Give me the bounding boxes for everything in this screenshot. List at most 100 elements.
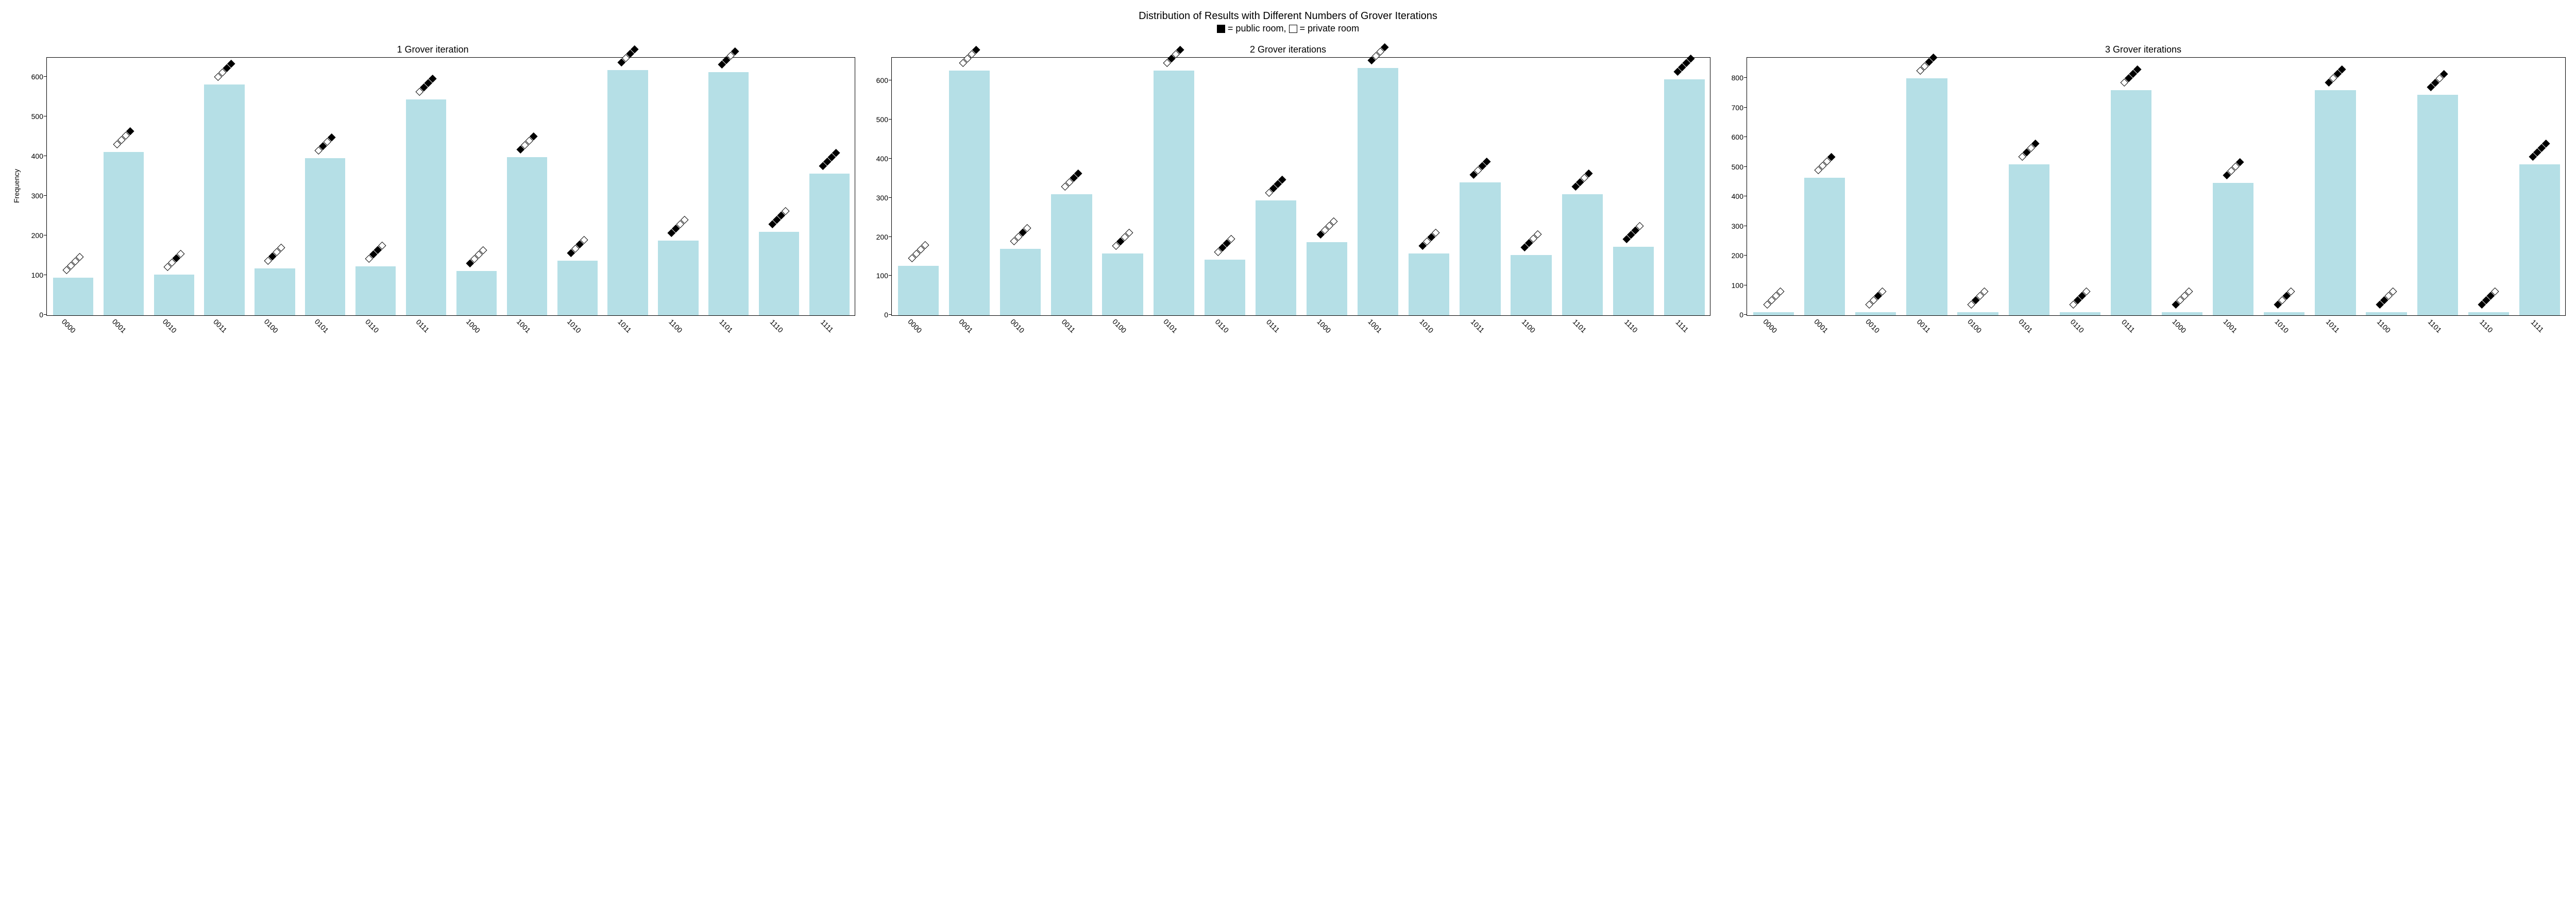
- y-tick-label: 0: [884, 311, 888, 319]
- panel-title: 2 Grover iterations: [866, 44, 1710, 55]
- bar: [1102, 253, 1143, 315]
- bar-marker: [2121, 65, 2142, 87]
- bar-slot: [2259, 58, 2310, 315]
- bars-group: [1747, 58, 2565, 315]
- bar: [154, 275, 194, 315]
- bar: [456, 271, 497, 315]
- y-tick-label: 600: [876, 76, 888, 84]
- bar: [2009, 164, 2049, 315]
- bar-slot: [944, 58, 995, 315]
- legend-public-text: = public room,: [1228, 23, 1286, 33]
- bar-slot: [1901, 58, 1952, 315]
- bar-slot: [893, 58, 944, 315]
- bar-slot: [1046, 58, 1097, 315]
- bar: [406, 99, 446, 315]
- bar-slot: [1799, 58, 1850, 315]
- bar-slot: [653, 58, 704, 315]
- bar-slot: [2514, 58, 2565, 315]
- bar: [949, 71, 990, 315]
- bar: [708, 72, 749, 315]
- bar-slot: [754, 58, 804, 315]
- bar-marker: [214, 60, 235, 81]
- y-tick-label: 600: [1732, 133, 1743, 141]
- bar-marker: [2529, 140, 2550, 161]
- bar-slot: [48, 58, 98, 315]
- plot-area: [1747, 57, 2566, 316]
- bar: [1307, 242, 1347, 315]
- y-axis: 0100200300400500600: [21, 57, 46, 315]
- bar-marker: [1521, 230, 1542, 251]
- bar: [1460, 182, 1500, 315]
- bar-marker: [1763, 287, 1784, 309]
- bar-marker: [769, 207, 790, 228]
- bars-group: [892, 58, 1710, 315]
- x-axis: 0000000100100011010001010110011110001001…: [10, 315, 855, 338]
- bar-marker: [1265, 176, 1286, 197]
- bar: [2417, 95, 2458, 315]
- bar-slot: [1250, 58, 1301, 315]
- bar-slot: [995, 58, 1046, 315]
- bar: [809, 174, 850, 315]
- bar-marker: [819, 149, 840, 170]
- bar-marker: [1469, 158, 1490, 179]
- y-tick-label: 300: [1732, 222, 1743, 230]
- bar-slot: [1403, 58, 1454, 315]
- x-axis: 0000000100100011010001010110011110001001…: [866, 315, 1710, 338]
- y-tick-label: 300: [876, 194, 888, 202]
- y-tick-label: 100: [31, 271, 43, 279]
- bar-marker: [2478, 287, 2499, 309]
- bar: [104, 152, 144, 315]
- bar-slot: [1557, 58, 1608, 315]
- bar: [2315, 90, 2355, 315]
- bar-slot: [1953, 58, 2004, 315]
- bar-marker: [2223, 158, 2244, 179]
- chart-main-title: Distribution of Results with Different N…: [10, 10, 2566, 22]
- chart-body: 0100200300400500600: [866, 57, 1710, 315]
- bar-slot: [1850, 58, 1901, 315]
- bar: [1205, 260, 1245, 315]
- bar-marker: [113, 127, 134, 148]
- bar-marker: [2376, 287, 2397, 309]
- x-axis: 0000000100100011010001010110011110001001…: [1721, 315, 2566, 338]
- bar-marker: [668, 216, 689, 237]
- bar: [2519, 164, 2560, 315]
- bar-slot: [804, 58, 855, 315]
- bar: [204, 84, 244, 315]
- y-tick-label: 600: [31, 73, 43, 81]
- y-tick-label: 200: [31, 231, 43, 240]
- bar-slot: [2463, 58, 2514, 315]
- bar-slot: [502, 58, 552, 315]
- chart-panel: 1 Grover iterationFrequency0100200300400…: [10, 44, 855, 338]
- y-tick-label: 500: [1732, 163, 1743, 171]
- bar: [1664, 79, 1705, 315]
- bar-slot: [1659, 58, 1710, 315]
- bar: [607, 70, 648, 315]
- bar-slot: [1608, 58, 1659, 315]
- bar-marker: [1865, 287, 1886, 309]
- bar: [1511, 255, 1551, 315]
- bar-marker: [2427, 70, 2448, 91]
- bar-slot: [2412, 58, 2463, 315]
- panel-title: 3 Grover iterations: [1721, 44, 2566, 55]
- bar-slot: [199, 58, 250, 315]
- bar: [1256, 200, 1296, 315]
- y-tick-label: 200: [876, 233, 888, 241]
- bar: [1804, 178, 1845, 315]
- bar-marker: [567, 236, 588, 257]
- bar-marker: [1674, 55, 1695, 76]
- bar-slot: [603, 58, 653, 315]
- y-tick-label: 0: [39, 311, 43, 319]
- charts-row: 1 Grover iterationFrequency0100200300400…: [10, 44, 2566, 338]
- y-tick-label: 300: [31, 192, 43, 200]
- bar-slot: [300, 58, 350, 315]
- bar: [2111, 90, 2151, 315]
- bar-slot: [250, 58, 300, 315]
- y-tick-label: 700: [1732, 104, 1743, 112]
- bar-slot: [451, 58, 502, 315]
- bar-slot: [1506, 58, 1557, 315]
- bar-marker: [163, 250, 184, 271]
- bar-marker: [2070, 287, 2091, 309]
- bar: [1000, 249, 1041, 315]
- bar: [2213, 183, 2253, 315]
- bar-marker: [1214, 235, 1235, 256]
